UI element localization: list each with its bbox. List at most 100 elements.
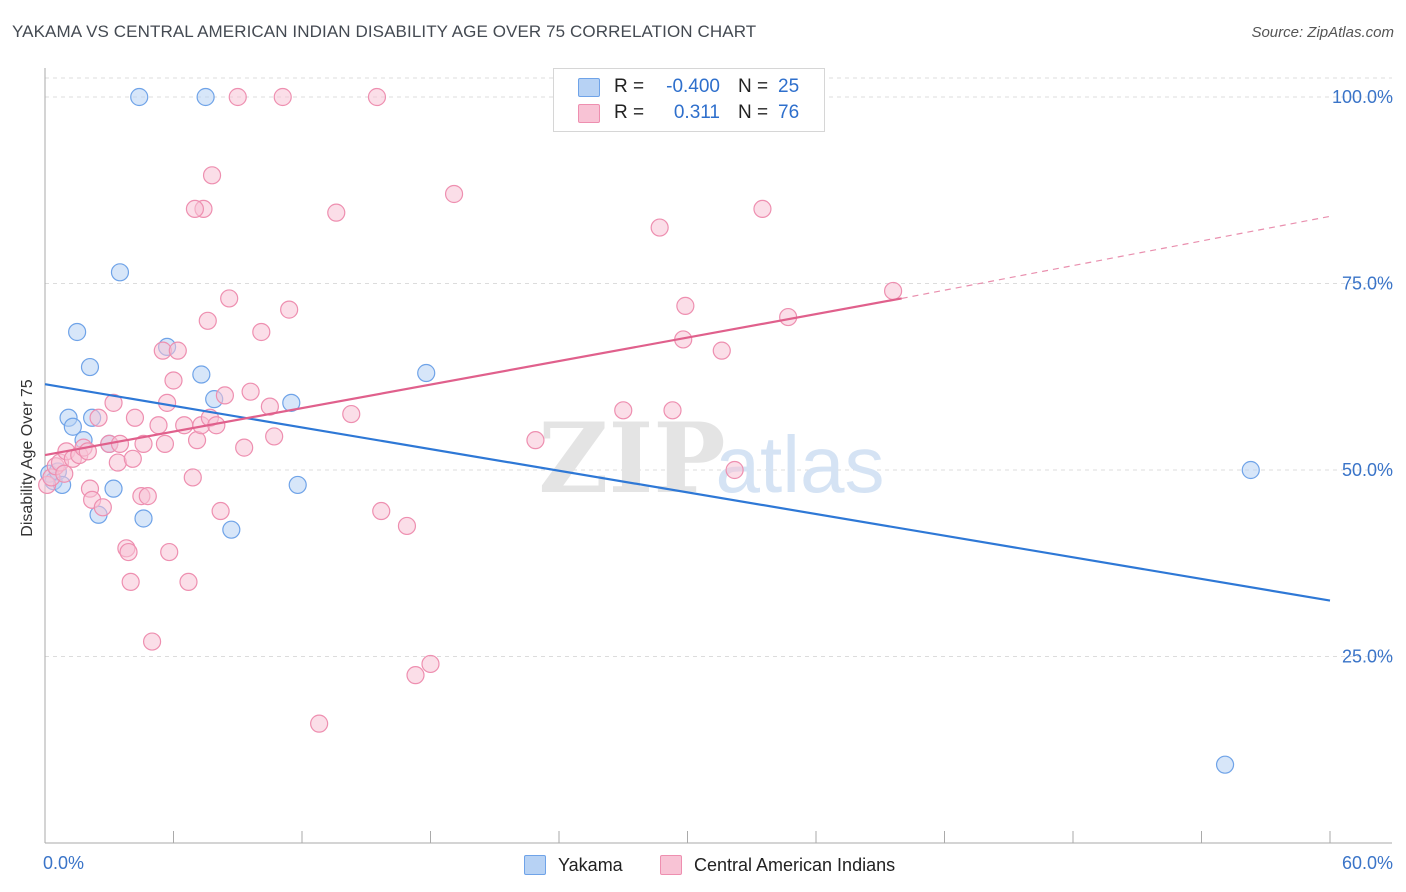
- source-label: Source: ZipAtlas.com: [1251, 24, 1394, 41]
- yakama-point: [282, 393, 301, 412]
- yakama-point: [80, 357, 100, 377]
- yakama-point: [196, 87, 215, 107]
- central-american-indians-point: [220, 289, 239, 308]
- yakama-point: [63, 417, 82, 436]
- central-american-indians-point: [179, 572, 198, 592]
- yakama-point: [192, 365, 211, 384]
- central-american-indians-point: [310, 714, 329, 733]
- y-tick-label: 50.0%: [1342, 460, 1393, 480]
- stats-legend: R = -0.400 N = 25 R = 0.311 N = 76: [553, 68, 825, 132]
- central-american-indians-point: [260, 397, 279, 416]
- central-american-indians-point: [241, 382, 260, 401]
- central-american-indians-point: [753, 199, 772, 218]
- central-american-indians-point: [663, 401, 682, 420]
- central-american-indians-point: [119, 542, 138, 562]
- central-american-indians-point: [185, 199, 205, 218]
- legend-label-central-american-indians: Central American Indians: [694, 854, 896, 875]
- central-american-indians-point: [121, 572, 140, 592]
- legend-item-central-american-indians[interactable]: Central American Indians: [660, 852, 895, 878]
- central-american-indians-point: [367, 87, 387, 107]
- central-american-indians-point: [676, 296, 695, 315]
- central-american-indians-point: [650, 218, 669, 237]
- central-american-indians-point: [421, 654, 440, 674]
- central-american-indians-point: [712, 341, 731, 360]
- central-american-indians-point: [164, 371, 183, 390]
- central-american-indians-point: [265, 427, 284, 446]
- central-american-indians-point: [134, 434, 153, 453]
- central-american-indians-point: [883, 281, 903, 301]
- central-american-indians-point: [397, 516, 417, 536]
- yakama-trend-line: [44, 383, 1331, 602]
- central-american-indians-point: [183, 468, 202, 487]
- n-value: 76: [778, 102, 800, 123]
- central-american-indians-point: [273, 87, 292, 107]
- watermark-atlas: atlas: [716, 420, 885, 509]
- central-american-indians-point: [89, 408, 108, 427]
- central-american-indians-point: [252, 322, 271, 342]
- n-label: N =: [738, 76, 769, 97]
- yakama-point: [130, 87, 149, 107]
- central-american-indians-point: [187, 431, 207, 450]
- yakama-legend-swatch: [524, 855, 546, 875]
- central-american-indians-point: [142, 632, 162, 651]
- central-american-indians-point: [160, 542, 179, 562]
- x-tick-label-min: 0.0%: [43, 853, 84, 873]
- yakama-swatch: [578, 77, 600, 97]
- yakama-point: [134, 509, 153, 528]
- central-american-indians-point: [215, 386, 234, 405]
- y-tick-label: 25.0%: [1342, 647, 1393, 667]
- stats-legend-row-yakama: R = -0.400 N = 25: [578, 75, 799, 99]
- watermark-zip: ZIP: [538, 402, 725, 515]
- n-label: N =: [738, 102, 769, 123]
- stats-legend-row-central-american-indians: R = 0.311 N = 76: [578, 101, 799, 125]
- central-american-indians-point: [202, 166, 222, 185]
- yakama-point: [1241, 460, 1260, 480]
- legend-item-yakama[interactable]: Yakama: [524, 852, 623, 878]
- central-american-indians-point: [444, 184, 464, 204]
- central-american-indians-point: [211, 501, 230, 521]
- central-american-indians-point: [198, 311, 217, 330]
- central-american-indians-point: [138, 487, 157, 506]
- yakama-point: [1215, 755, 1235, 774]
- central-american-indians-point: [280, 300, 299, 319]
- central-american-indians-point: [123, 449, 142, 468]
- y-tick-label: 100.0%: [1332, 87, 1393, 107]
- central-american-indians-point: [168, 341, 187, 360]
- central-american-indians-point: [228, 87, 247, 107]
- central-american-indians-point: [155, 434, 175, 453]
- central-american-indians-legend-swatch: [660, 855, 682, 875]
- r-value: -0.400: [666, 76, 720, 97]
- central-american-indians-point: [110, 434, 130, 453]
- chart-title: YAKAMA VS CENTRAL AMERICAN INDIAN DISABI…: [12, 22, 757, 41]
- yakama-point: [288, 475, 307, 495]
- central-american-indians-point: [104, 393, 123, 412]
- central-american-indians-trend-line-extension: [901, 215, 1331, 300]
- yakama-point: [222, 520, 241, 539]
- r-label: R =: [614, 102, 645, 123]
- central-american-indians-trend-line: [44, 297, 902, 457]
- y-tick-label: 75.0%: [1342, 274, 1393, 294]
- central-american-indians-point: [406, 666, 425, 685]
- central-american-indians-point: [372, 501, 391, 521]
- central-american-indians-point: [108, 453, 127, 472]
- central-american-indians-point: [125, 408, 145, 427]
- central-american-indians-point: [526, 431, 545, 450]
- central-american-indians-point: [327, 203, 346, 222]
- central-american-indians-point: [149, 416, 168, 435]
- yakama-point: [110, 263, 130, 282]
- central-american-indians-point: [342, 404, 361, 424]
- yakama-point: [417, 363, 436, 383]
- central-american-indians-point: [55, 464, 74, 483]
- yakama-point: [68, 322, 87, 342]
- central-american-indians-point: [725, 460, 744, 480]
- n-value: 25: [778, 76, 800, 97]
- r-label: R =: [614, 76, 645, 97]
- central-american-indians-point: [614, 401, 633, 420]
- central-american-indians-swatch: [578, 103, 600, 123]
- central-american-indians-point: [235, 438, 254, 457]
- x-tick-label-max: 60.0%: [1342, 853, 1393, 873]
- legend-label-yakama: Yakama: [558, 854, 623, 875]
- central-american-indians-point: [93, 498, 112, 517]
- r-value: 0.311: [673, 102, 720, 123]
